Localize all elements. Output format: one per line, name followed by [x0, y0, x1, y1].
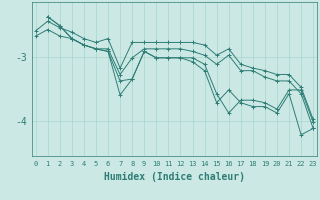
X-axis label: Humidex (Indice chaleur): Humidex (Indice chaleur) [104, 172, 245, 182]
